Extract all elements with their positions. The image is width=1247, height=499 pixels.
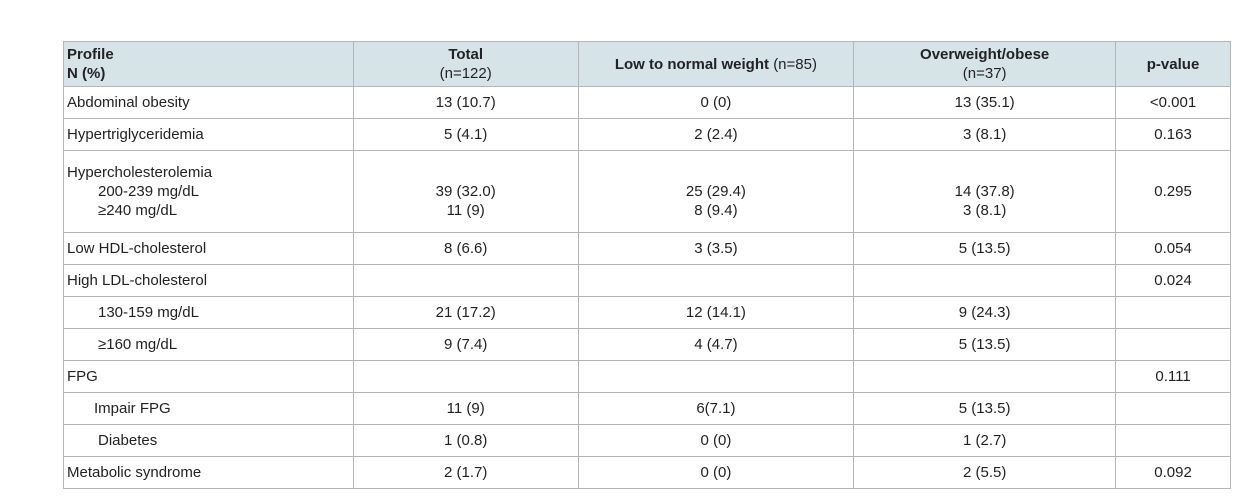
header-pvalue: p-value [1115, 41, 1231, 87]
row-label: Metabolic syndrome [63, 456, 354, 489]
header-profile-label: Profile [67, 46, 114, 63]
cell-pvalue: 0.163 [1115, 118, 1231, 151]
header-profile-sub: N (%) [67, 65, 106, 82]
cell-low-normal: 25 (29.4) 8 (9.4) [577, 150, 855, 233]
cell-pvalue [1115, 328, 1231, 361]
cell-low-normal-2: 8 (9.4) [694, 202, 738, 219]
row-label: Impair FPG [63, 392, 354, 425]
header-profile: Profile N (%) [63, 41, 354, 87]
table-row-high-ldl: High LDL-cholesterol 0.024 [63, 264, 1231, 297]
table-body: Abdominal obesity 13 (10.7) 0 (0) 13 (35… [63, 86, 1231, 489]
cell-pvalue [1115, 296, 1231, 329]
cell-overweight: 13 (35.1) [853, 86, 1117, 119]
cell-low-normal [577, 264, 855, 297]
cell-total: 9 (7.4) [352, 328, 579, 361]
cell-total-1: 39 (32.0) [435, 183, 496, 200]
cell-overweight: 5 (13.5) [853, 392, 1117, 425]
cell-pvalue: 0.092 [1115, 456, 1231, 489]
cell-low-normal: 6(7.1) [577, 392, 855, 425]
row-label: Hypercholesterolemia 200-239 mg/dL ≥240 … [63, 150, 354, 233]
table-row-impair-fpg: Impair FPG 11 (9) 6(7.1) 5 (13.5) [63, 392, 1231, 425]
table-row-hypercholesterolemia: Hypercholesterolemia 200-239 mg/dL ≥240 … [63, 150, 1231, 233]
cell-low-normal: 0 (0) [577, 424, 855, 457]
cell-total: 13 (10.7) [352, 86, 579, 119]
table-row-hypertriglyceridemia: Hypertriglyceridemia 5 (4.1) 2 (2.4) 3 (… [63, 118, 1231, 151]
cell-overweight [853, 264, 1117, 297]
table-row-abdominal-obesity: Abdominal obesity 13 (10.7) 0 (0) 13 (35… [63, 86, 1231, 119]
table-header: Profile N (%) Total (n=122) Low to norma… [63, 41, 1231, 87]
cell-overweight: 14 (37.8) 3 (8.1) [853, 150, 1117, 233]
table-row-metabolic-syndrome: Metabolic syndrome 2 (1.7) 0 (0) 2 (5.5)… [63, 456, 1231, 489]
cell-low-normal: 0 (0) [577, 456, 855, 489]
cell-total-2: 11 (9) [446, 202, 485, 219]
cell-overweight: 3 (8.1) [853, 118, 1117, 151]
cell-pvalue: 0.024 [1115, 264, 1231, 297]
cell-low-normal: 12 (14.1) [577, 296, 855, 329]
header-low-normal-label: Low to normal weight [614, 55, 770, 73]
cell-total [352, 264, 579, 297]
cell-pvalue: 0.295 [1115, 150, 1231, 233]
row-label-main: Hypercholesterolemia [67, 164, 213, 181]
cell-low-normal-1: 25 (29.4) [685, 183, 746, 200]
cell-total: 5 (4.1) [352, 118, 579, 151]
cell-low-normal [577, 360, 855, 393]
cell-low-normal: 0 (0) [577, 86, 855, 119]
cell-low-normal: 3 (3.5) [577, 232, 855, 265]
cell-overweight-2: 3 (8.1) [962, 202, 1007, 219]
table-row-fpg: FPG 0.111 [63, 360, 1231, 393]
header-low-normal: Low to normal weight (n=85) [577, 41, 855, 87]
table-row-diabetes: Diabetes 1 (0.8) 0 (0) 1 (2.7) [63, 424, 1231, 457]
row-sublabel-2: ≥240 mg/dL [98, 202, 178, 219]
cell-overweight: 2 (5.5) [853, 456, 1117, 489]
cell-total: 11 (9) [352, 392, 579, 425]
cell-low-normal: 2 (2.4) [577, 118, 855, 151]
row-label: Hypertriglyceridemia [63, 118, 354, 151]
row-label: ≥160 mg/dL [63, 328, 354, 361]
cell-total [352, 360, 579, 393]
table-row-low-hdl: Low HDL-cholesterol 8 (6.6) 3 (3.5) 5 (1… [63, 232, 1231, 265]
cell-overweight: 9 (24.3) [853, 296, 1117, 329]
cell-pvalue [1115, 392, 1231, 425]
table-row-ldl-130-159: 130-159 mg/dL 21 (17.2) 12 (14.1) 9 (24.… [63, 296, 1231, 329]
header-overweight-n: (n=37) [962, 65, 1007, 82]
cell-total: 1 (0.8) [352, 424, 579, 457]
row-label: FPG [63, 360, 354, 393]
row-label: 130-159 mg/dL [63, 296, 354, 329]
cell-pvalue [1115, 424, 1231, 457]
cell-pvalue: 0.054 [1115, 232, 1231, 265]
header-total: Total (n=122) [352, 41, 579, 87]
row-label: Low HDL-cholesterol [63, 232, 354, 265]
cell-low-normal: 4 (4.7) [577, 328, 855, 361]
cell-overweight: 1 (2.7) [853, 424, 1117, 457]
header-overweight: Overweight/obese (n=37) [853, 41, 1117, 87]
cell-total: 39 (32.0) 11 (9) [352, 150, 579, 233]
cell-total: 8 (6.6) [352, 232, 579, 265]
header-overweight-label: Overweight/obese [920, 46, 1050, 63]
row-label: High LDL-cholesterol [63, 264, 354, 297]
header-total-n: (n=122) [439, 65, 492, 82]
cell-overweight: 5 (13.5) [853, 328, 1117, 361]
table-row-ldl-160: ≥160 mg/dL 9 (7.4) 4 (4.7) 5 (13.5) [63, 328, 1231, 361]
cell-pvalue: 0.111 [1115, 360, 1231, 393]
header-low-normal-n: (n=85) [773, 55, 817, 73]
header-total-label: Total [448, 46, 484, 63]
cell-total: 2 (1.7) [352, 456, 579, 489]
cell-overweight [853, 360, 1117, 393]
row-label: Abdominal obesity [63, 86, 354, 119]
cell-total: 21 (17.2) [352, 296, 579, 329]
header-row: Profile N (%) Total (n=122) Low to norma… [63, 41, 1231, 87]
row-label: Diabetes [63, 424, 354, 457]
cardiometabolic-profile-table: Profile N (%) Total (n=122) Low to norma… [63, 41, 1231, 489]
cell-pvalue: <0.001 [1115, 86, 1231, 119]
cell-overweight: 5 (13.5) [853, 232, 1117, 265]
cell-overweight-1: 14 (37.8) [954, 183, 1015, 200]
row-sublabel-1: 200-239 mg/dL [98, 183, 199, 200]
